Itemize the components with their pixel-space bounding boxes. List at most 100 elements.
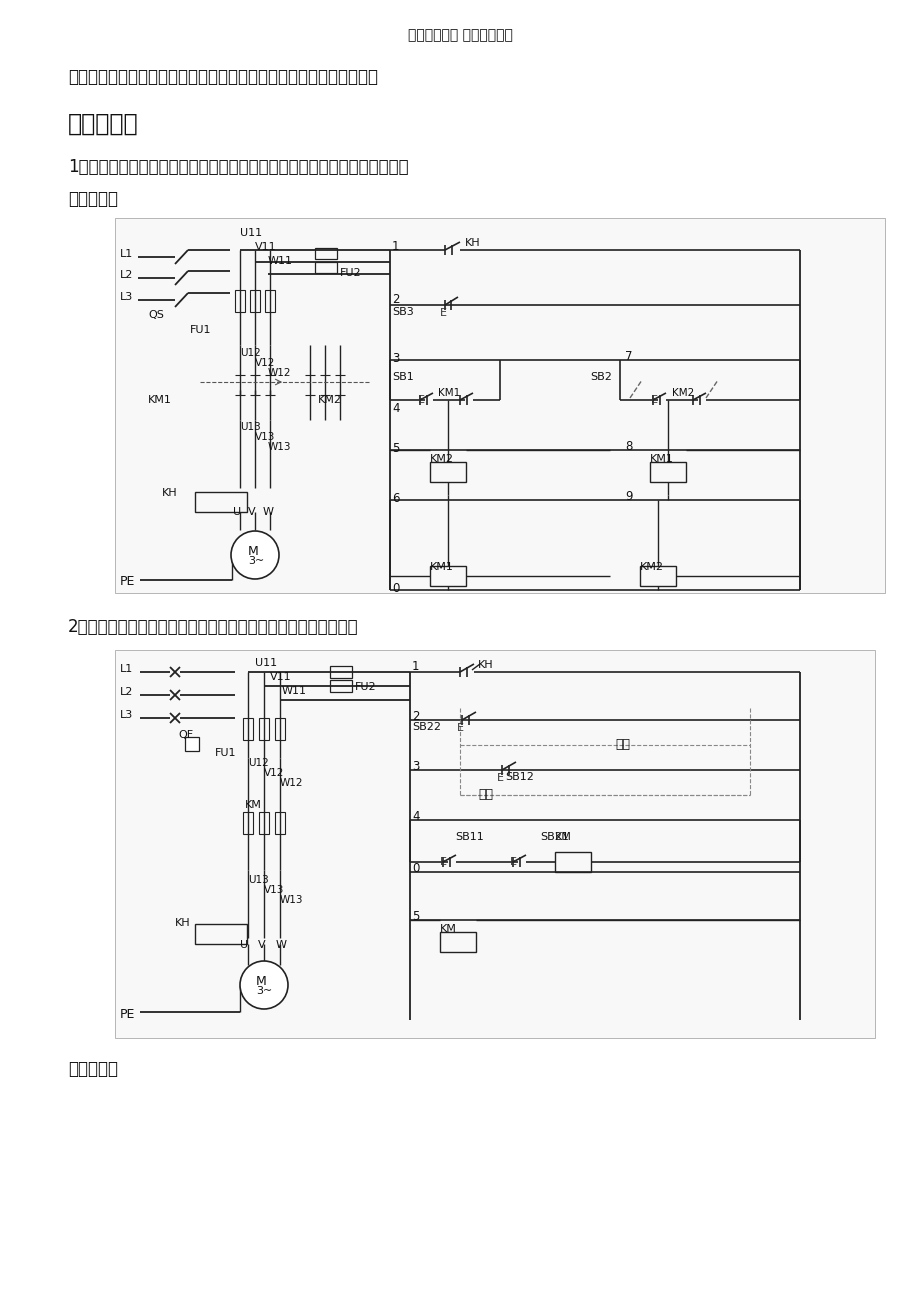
Text: FU1: FU1 — [215, 749, 236, 758]
Bar — [429, 462, 466, 482]
Text: 2: 2 — [391, 293, 399, 306]
Text: KM: KM — [554, 832, 572, 842]
Text: E: E — [509, 857, 516, 867]
Text: 2: 2 — [412, 710, 419, 723]
Bar — [185, 737, 199, 751]
Text: V: V — [257, 940, 266, 950]
Bar — [640, 566, 675, 586]
Text: 1: 1 — [391, 240, 399, 253]
Text: KM2: KM2 — [429, 454, 453, 464]
Text: W11: W11 — [282, 686, 307, 697]
Text: FU2: FU2 — [355, 682, 376, 691]
Bar — [243, 717, 253, 740]
Text: V13: V13 — [264, 885, 284, 894]
Text: KM: KM — [244, 799, 262, 810]
Text: SB11: SB11 — [455, 832, 483, 842]
Text: L3: L3 — [119, 710, 133, 720]
Bar — [330, 667, 352, 678]
Text: KM2: KM2 — [671, 388, 694, 398]
Text: PE: PE — [119, 575, 135, 589]
Text: KH: KH — [464, 238, 480, 247]
Text: SB1: SB1 — [391, 372, 414, 381]
Text: 参考电路：: 参考电路： — [68, 190, 118, 208]
Text: KM1: KM1 — [437, 388, 460, 398]
Text: 三、设计题: 三、设计题 — [68, 112, 139, 135]
Bar — [259, 717, 268, 740]
Text: U11: U11 — [240, 228, 262, 238]
Text: L2: L2 — [119, 687, 133, 697]
Text: KM2: KM2 — [640, 562, 664, 572]
Text: 2、试设计一可以实现两地同时控制同一电动机起停的控制电路。: 2、试设计一可以实现两地同时控制同一电动机起停的控制电路。 — [68, 618, 358, 635]
Text: KH: KH — [175, 918, 190, 928]
Bar — [195, 924, 246, 944]
Bar — [650, 462, 686, 482]
Text: 参考电路：: 参考电路： — [68, 1060, 118, 1078]
Text: 3~: 3~ — [248, 556, 264, 566]
Text: U11: U11 — [255, 658, 277, 668]
Bar — [265, 290, 275, 312]
Text: E: E — [417, 395, 425, 405]
Bar — [314, 247, 336, 259]
Text: L1: L1 — [119, 249, 133, 259]
Text: V12: V12 — [255, 358, 275, 368]
Text: W11: W11 — [267, 256, 292, 266]
Text: M: M — [255, 975, 267, 988]
Text: 甲地: 甲地 — [478, 788, 493, 801]
Text: QS: QS — [148, 310, 164, 320]
Text: U12: U12 — [240, 348, 260, 358]
Text: 3~: 3~ — [255, 986, 272, 996]
Text: L3: L3 — [119, 292, 133, 302]
Text: E: E — [496, 773, 504, 783]
Text: 1、试设计一三相异步电动机的正反转控制电路，要求加入基本的保护环节。: 1、试设计一三相异步电动机的正反转控制电路，要求加入基本的保护环节。 — [68, 158, 408, 176]
Text: KM1: KM1 — [429, 562, 453, 572]
Text: U: U — [240, 940, 248, 950]
Text: V13: V13 — [255, 432, 275, 441]
Text: 6: 6 — [391, 492, 399, 505]
Circle shape — [231, 531, 278, 579]
Text: E: E — [439, 857, 447, 867]
Text: V12: V12 — [264, 768, 284, 779]
Text: W13: W13 — [267, 441, 291, 452]
Text: KH: KH — [162, 488, 177, 497]
Text: L1: L1 — [119, 664, 133, 674]
Text: V11: V11 — [269, 672, 291, 682]
Text: FU1: FU1 — [190, 326, 211, 335]
Text: W: W — [276, 940, 287, 950]
Text: 5: 5 — [412, 910, 419, 923]
Text: V11: V11 — [255, 242, 277, 253]
Text: 0: 0 — [391, 582, 399, 595]
Circle shape — [240, 961, 288, 1009]
Bar — [243, 812, 253, 835]
Bar — [115, 217, 884, 592]
Bar — [330, 680, 352, 691]
Bar — [115, 650, 874, 1038]
Text: V: V — [248, 506, 255, 517]
Text: U12: U12 — [248, 758, 268, 768]
Text: W: W — [263, 506, 274, 517]
Text: KH: KH — [478, 660, 494, 671]
Text: 0: 0 — [412, 862, 419, 875]
Text: E: E — [457, 723, 463, 733]
Text: SB12: SB12 — [505, 772, 533, 783]
Text: 3: 3 — [391, 352, 399, 365]
Bar — [250, 290, 260, 312]
Text: W13: W13 — [279, 894, 303, 905]
Text: 5: 5 — [391, 441, 399, 454]
Text: 3: 3 — [412, 760, 419, 773]
Text: PE: PE — [119, 1008, 135, 1021]
Text: 4: 4 — [412, 810, 419, 823]
Text: U: U — [233, 506, 241, 517]
Text: 4: 4 — [391, 402, 399, 415]
Text: FU2: FU2 — [340, 268, 361, 279]
Bar — [314, 262, 336, 273]
Bar — [429, 566, 466, 586]
Text: SB3: SB3 — [391, 307, 414, 316]
Text: SB21: SB21 — [539, 832, 568, 842]
Bar — [195, 492, 246, 512]
Text: KM1: KM1 — [148, 395, 172, 405]
Bar — [259, 812, 268, 835]
Text: 8: 8 — [624, 440, 631, 453]
Bar — [439, 932, 475, 952]
Text: 降，转矩减小，定子柄在弹簧力的反作用力下复位，触点系统也复位。: 降，转矩减小，定子柄在弹簧力的反作用力下复位，触点系统也复位。 — [68, 68, 378, 86]
Text: 1: 1 — [412, 660, 419, 673]
